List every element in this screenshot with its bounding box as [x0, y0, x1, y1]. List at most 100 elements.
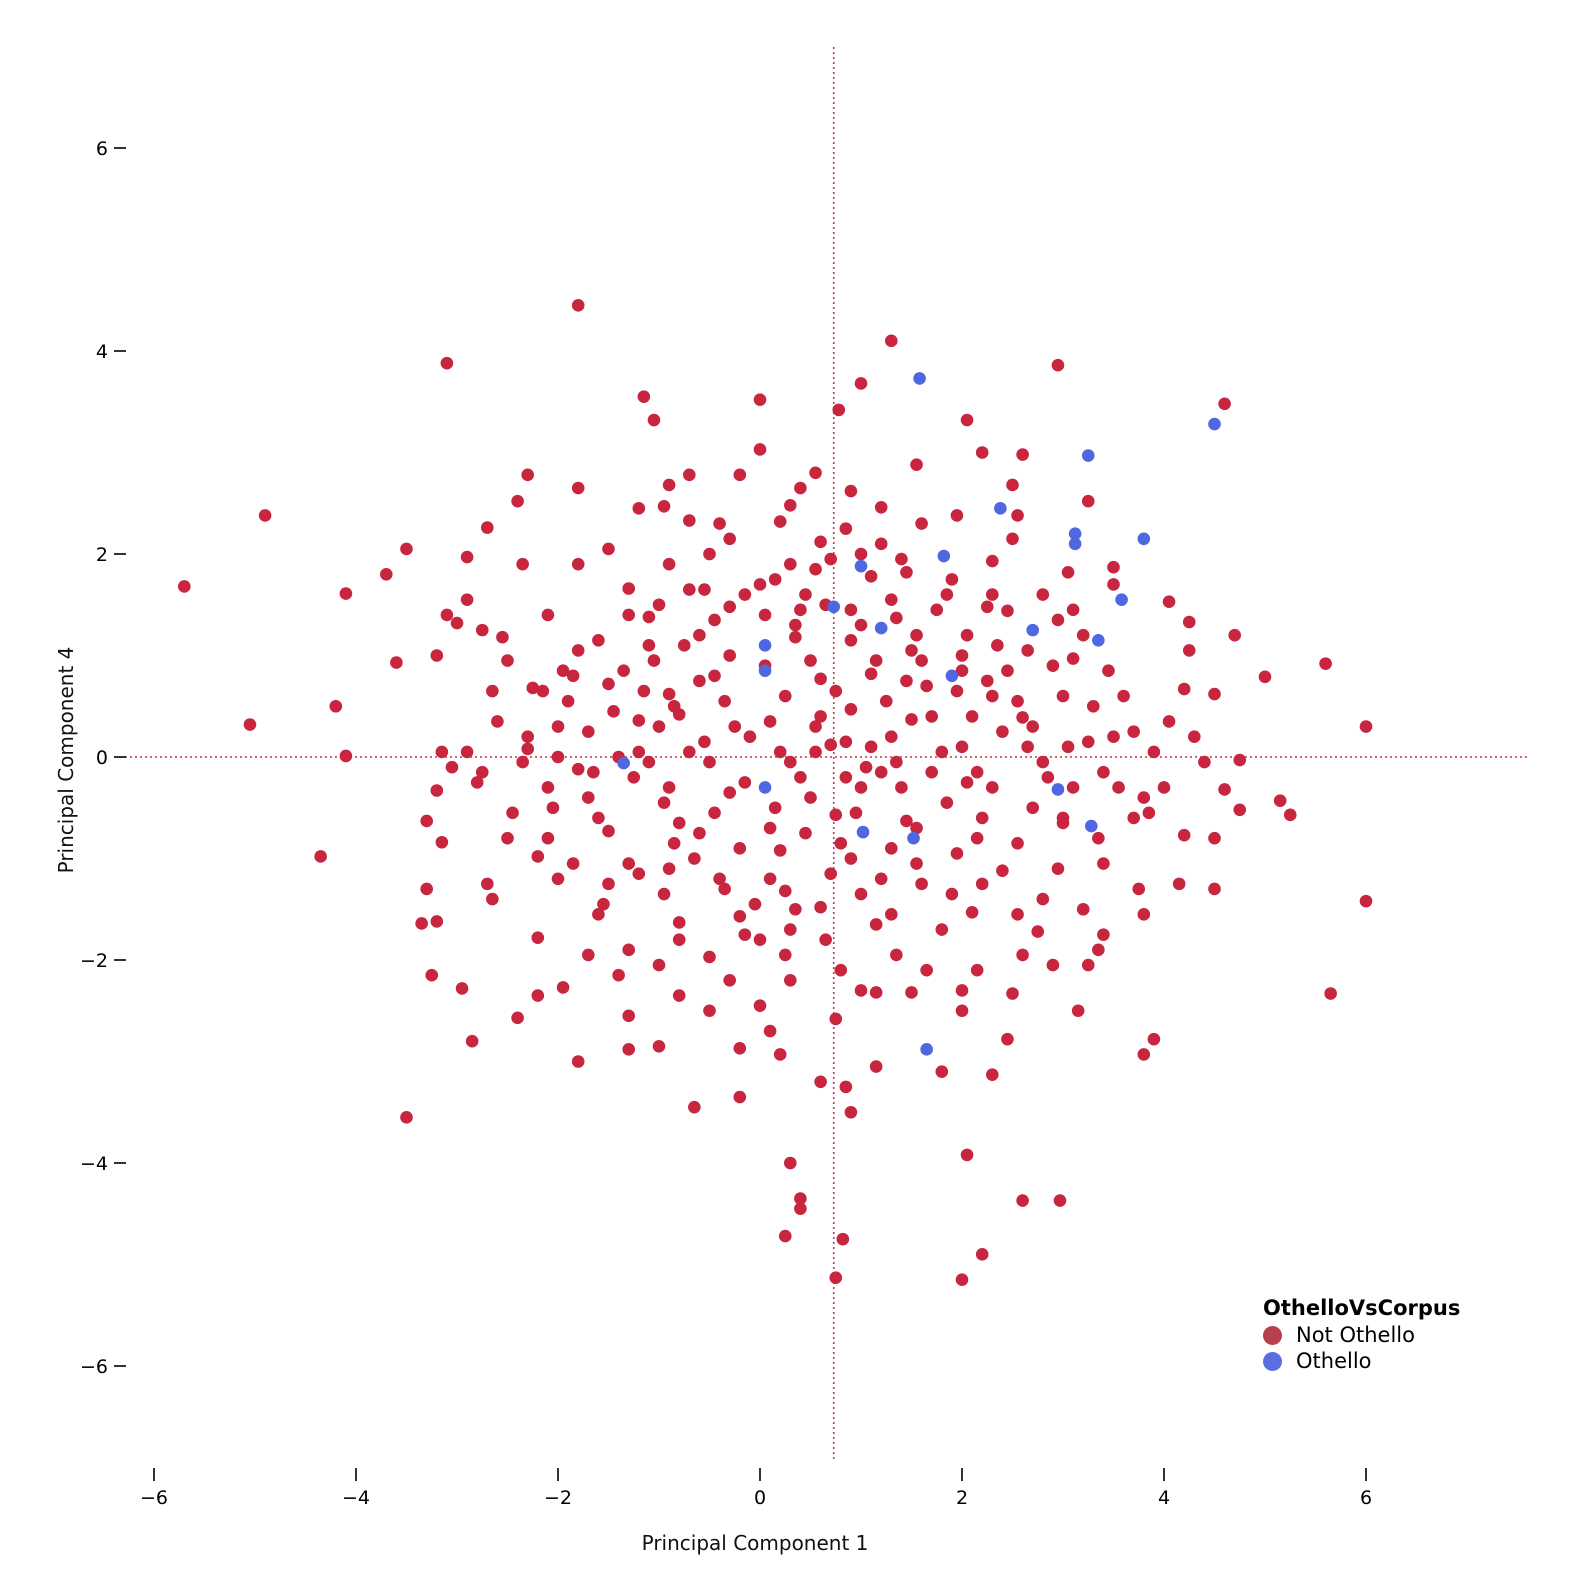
point-not-othello — [475, 765, 489, 779]
point-not-othello — [1137, 791, 1151, 804]
point-not-othello — [895, 552, 908, 566]
point-not-othello — [1011, 509, 1024, 522]
point-not-othello — [657, 499, 671, 513]
point-not-othello — [662, 862, 676, 875]
point-not-othello — [521, 730, 534, 743]
point-not-othello — [703, 1004, 716, 1018]
point-not-othello — [622, 582, 635, 595]
point-not-othello — [677, 639, 691, 652]
point-not-othello — [652, 720, 666, 733]
point-not-othello — [698, 583, 711, 596]
point-not-othello — [693, 826, 706, 840]
point-not-othello — [1097, 765, 1110, 779]
point-not-othello — [834, 836, 848, 850]
point-not-othello — [475, 623, 489, 637]
point-othello — [874, 621, 888, 635]
point-not-othello — [460, 550, 474, 564]
point-not-othello — [986, 689, 999, 703]
point-othello — [1051, 783, 1065, 796]
point-not-othello — [1081, 735, 1095, 749]
point-not-othello — [935, 1065, 949, 1078]
point-not-othello — [784, 923, 797, 936]
point-not-othello — [1258, 670, 1272, 684]
point-not-othello — [925, 765, 938, 779]
point-not-othello — [440, 608, 454, 622]
point-othello — [994, 502, 1007, 515]
x-tick-label: 4 — [1158, 1487, 1170, 1509]
point-not-othello — [1071, 1004, 1085, 1018]
point-not-othello — [935, 923, 949, 936]
point-not-othello — [768, 801, 782, 815]
point-not-othello — [622, 1043, 635, 1056]
point-not-othello — [1218, 783, 1231, 796]
point-not-othello — [794, 1202, 807, 1215]
point-not-othello — [1157, 781, 1171, 794]
point-not-othello — [1016, 448, 1029, 461]
point-not-othello — [622, 1009, 635, 1023]
point-not-othello — [622, 608, 635, 622]
point-othello — [758, 664, 772, 678]
point-othello — [1208, 417, 1221, 431]
point-not-othello — [1036, 588, 1050, 601]
point-not-othello — [1051, 358, 1065, 372]
point-not-othello — [778, 884, 792, 898]
x-axis-title: Principal Component 1 — [642, 1531, 869, 1555]
point-not-othello — [1087, 699, 1100, 713]
point-not-othello — [910, 821, 923, 835]
point-not-othello — [521, 468, 534, 482]
point-not-othello — [844, 1105, 858, 1119]
point-not-othello — [733, 842, 747, 855]
point-not-othello — [465, 1034, 479, 1048]
point-not-othello — [824, 867, 837, 881]
point-not-othello — [836, 1232, 850, 1246]
point-not-othello — [1182, 615, 1196, 629]
point-othello — [1026, 623, 1039, 637]
point-not-othello — [491, 715, 504, 728]
point-not-othello — [657, 796, 671, 809]
point-not-othello — [1132, 882, 1146, 896]
point-not-othello — [415, 917, 428, 930]
point-not-othello — [955, 984, 969, 997]
point-not-othello — [688, 1100, 701, 1114]
point-not-othello — [804, 654, 817, 667]
point-not-othello — [455, 982, 469, 995]
point-not-othello — [612, 968, 625, 982]
point-not-othello — [874, 501, 888, 514]
point-not-othello — [440, 356, 454, 370]
point-not-othello — [975, 446, 989, 459]
point-not-othello — [789, 902, 802, 916]
point-not-othello — [905, 713, 918, 726]
point-not-othello — [637, 390, 651, 403]
point-not-othello — [849, 806, 863, 820]
point-not-othello — [814, 1075, 827, 1089]
legend-item-othello: Othello — [1263, 1348, 1460, 1374]
point-not-othello — [920, 679, 933, 693]
point-not-othello — [435, 835, 449, 849]
point-not-othello — [733, 910, 747, 923]
point-not-othello — [667, 699, 681, 713]
point-not-othello — [824, 552, 837, 566]
point-not-othello — [794, 1192, 807, 1205]
point-not-othello — [723, 532, 736, 546]
legend-swatch-not-othello — [1263, 1325, 1282, 1345]
point-not-othello — [839, 771, 853, 784]
point-not-othello — [980, 674, 994, 688]
point-not-othello — [1233, 803, 1247, 817]
point-not-othello — [1112, 781, 1125, 794]
point-not-othello — [672, 933, 686, 946]
point-not-othello — [1283, 808, 1297, 822]
point-not-othello — [874, 537, 888, 551]
point-not-othello — [1031, 925, 1045, 938]
point-not-othello — [794, 603, 807, 617]
point-not-othello — [627, 771, 641, 784]
point-not-othello — [1001, 604, 1014, 618]
point-not-othello — [738, 588, 752, 601]
point-not-othello — [556, 981, 570, 994]
point-not-othello — [470, 776, 484, 789]
point-not-othello — [1006, 987, 1019, 1000]
point-not-othello — [516, 557, 529, 571]
point-not-othello — [1076, 628, 1090, 642]
point-not-othello — [809, 562, 822, 576]
point-not-othello — [809, 466, 822, 480]
point-not-othello — [874, 765, 888, 779]
